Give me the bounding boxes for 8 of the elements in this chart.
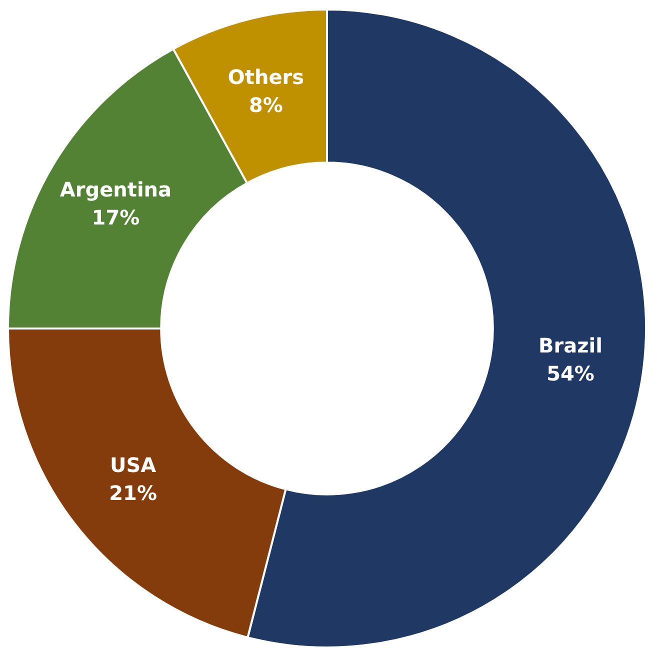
data-label: 8% — [248, 92, 283, 117]
slice-label: Others — [228, 64, 304, 89]
data-label: 54% — [546, 361, 594, 386]
slice-label: USA — [110, 452, 157, 477]
slice-label: Argentina — [60, 178, 172, 202]
data-label: 17% — [92, 206, 140, 230]
slice-label: Brazil — [538, 333, 602, 358]
data-label: 21% — [109, 480, 157, 505]
